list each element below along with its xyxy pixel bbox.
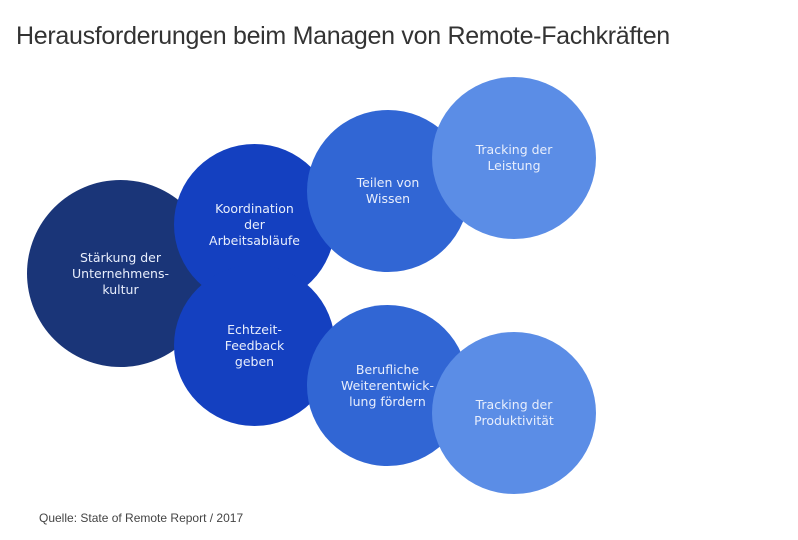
diagram-title: Herausforderungen beim Managen von Remot… [16,22,670,50]
bubble-label: Echtzeit- Feedback geben [224,321,285,369]
bubble-label: Berufliche Weiterentwick- lung fördern [340,361,435,409]
bubble-label: Tracking der Leistung [475,142,553,173]
bubble-label: Koordination der Arbeitsabläufe [209,200,300,248]
source-note: Quelle: State of Remote Report / 2017 [39,511,244,525]
bubble-label: Teilen von Wissen [356,175,420,206]
bubble-koordination-arbeitsablaeufe: Koordination der Arbeitsabläufe [174,144,335,305]
bubble-tracking-produktivitaet: Tracking der Produktivität [432,332,596,494]
bubble-tracking-leistung: Tracking der Leistung [432,77,596,239]
bubble-label: Stärkung der Unternehmens- kultur [72,249,169,297]
bubble-label: Tracking der Produktivität [474,397,554,428]
